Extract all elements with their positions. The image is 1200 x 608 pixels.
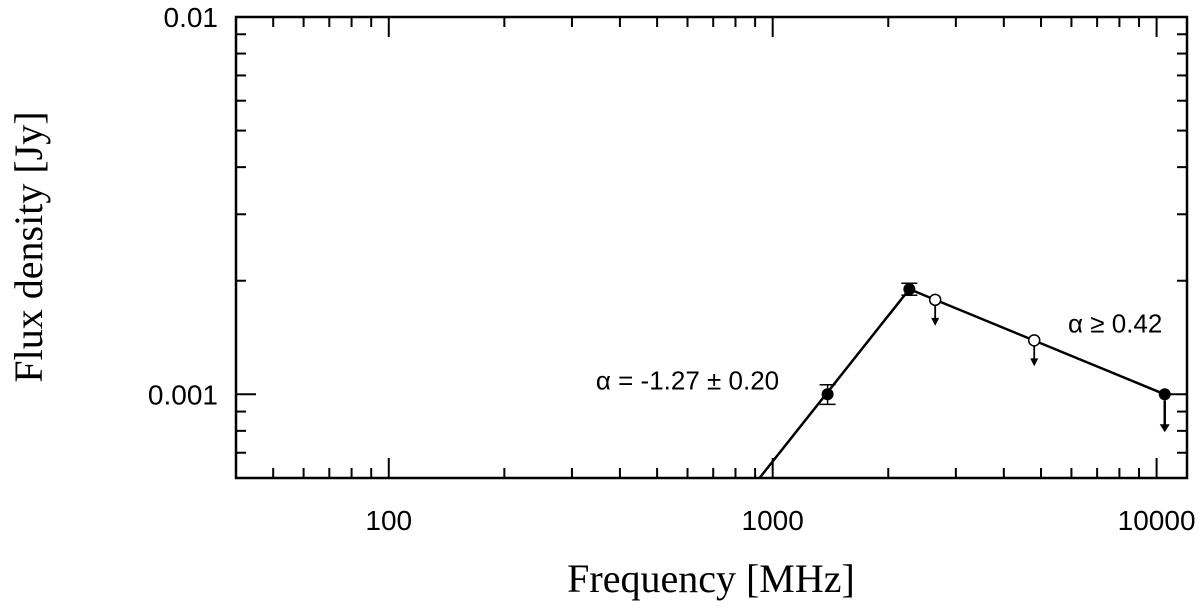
- plot-frame: [234, 15, 1189, 480]
- upper-limit-arrows: [931, 305, 1170, 433]
- upper-limit-arrowhead: [931, 317, 940, 326]
- spectral-index-annotation: α = -1.27 ± 0.20: [596, 366, 779, 396]
- data-points: [821, 283, 1171, 401]
- data-point-open: [928, 293, 942, 307]
- y-tick-labels: 0.001 0.01: [148, 2, 218, 410]
- fit-line: [757, 288, 911, 478]
- upper-limit-arrowhead: [1159, 424, 1170, 433]
- data-point-filled: [1158, 388, 1171, 401]
- x-tick-label: 1000: [742, 505, 804, 536]
- annotations: α = -1.27 ± 0.20 α ≥ 0.42: [596, 309, 1162, 396]
- x-axis-title: Frequency [MHz]: [567, 556, 855, 601]
- y-tick-label: 0.01: [164, 2, 219, 33]
- data-point-filled: [821, 388, 834, 401]
- spectral-index-annotation: α ≥ 0.42: [1068, 309, 1162, 339]
- error-bars: [819, 282, 918, 406]
- y-tick-label: 0.001: [148, 379, 218, 410]
- data-point-filled: [903, 283, 916, 296]
- x-tick-label: 100: [365, 505, 412, 536]
- data-point-open: [1027, 334, 1041, 347]
- ticks: [235, 16, 1187, 479]
- x-tick-label: 10000: [1118, 505, 1196, 536]
- upper-limit-arrowhead: [1030, 358, 1039, 367]
- x-tick-labels: 100 1000 10000: [365, 505, 1195, 536]
- y-axis-title: Flux density [Jy]: [6, 111, 51, 382]
